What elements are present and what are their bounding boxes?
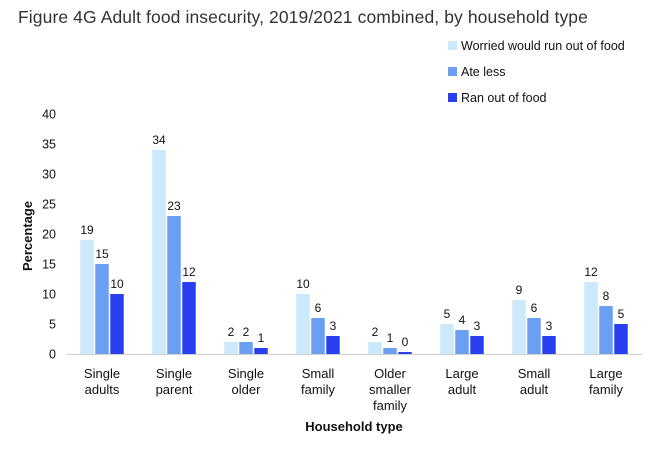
category-label: family bbox=[373, 398, 407, 413]
y-tick-label: 0 bbox=[49, 348, 56, 362]
y-tick-label: 15 bbox=[42, 258, 56, 272]
data-label: 9 bbox=[516, 283, 523, 297]
data-label: 2 bbox=[243, 325, 250, 339]
category-label: family bbox=[301, 382, 335, 397]
y-tick-label: 20 bbox=[42, 228, 56, 242]
legend: Worried would run out of food Ate less Ran… bbox=[448, 39, 625, 105]
bar bbox=[527, 318, 541, 354]
data-label: 5 bbox=[618, 307, 625, 321]
bar bbox=[368, 342, 382, 354]
bar bbox=[95, 264, 109, 354]
data-label: 10 bbox=[110, 277, 124, 291]
category-label: parent bbox=[156, 382, 193, 397]
data-label: 34 bbox=[152, 133, 166, 147]
bar bbox=[254, 348, 268, 354]
data-label: 8 bbox=[603, 289, 610, 303]
bar bbox=[614, 324, 628, 354]
bars bbox=[80, 150, 628, 354]
bar bbox=[512, 300, 526, 354]
data-label: 4 bbox=[459, 313, 466, 327]
data-label: 10 bbox=[296, 277, 310, 291]
data-label: 1 bbox=[387, 331, 394, 345]
legend-label: Ran out of food bbox=[461, 91, 547, 105]
category-label: Large bbox=[589, 366, 622, 381]
category-label: Small bbox=[518, 366, 551, 381]
y-axis-ticks: 0 5 10 15 20 25 30 35 40 bbox=[42, 108, 56, 362]
x-axis-title: Household type bbox=[305, 419, 403, 434]
data-label: 23 bbox=[167, 199, 181, 213]
category-label: adult bbox=[520, 382, 549, 397]
y-tick-label: 40 bbox=[42, 108, 56, 122]
bar bbox=[182, 282, 196, 354]
y-tick-label: 30 bbox=[42, 168, 56, 182]
bar bbox=[599, 306, 613, 354]
legend-swatch bbox=[448, 93, 457, 102]
y-axis-title: Percentage bbox=[20, 201, 35, 271]
category-label: adults bbox=[85, 382, 120, 397]
data-label: 2 bbox=[372, 325, 379, 339]
bar bbox=[326, 336, 340, 354]
bar bbox=[455, 330, 469, 354]
bar bbox=[80, 240, 94, 354]
y-tick-label: 25 bbox=[42, 198, 56, 212]
data-label: 19 bbox=[80, 223, 94, 237]
x-axis-categories: SingleadultsSingleparentSingleolderSmall… bbox=[84, 366, 624, 413]
category-label: Single bbox=[84, 366, 120, 381]
bar bbox=[239, 342, 253, 354]
category-label: smaller bbox=[369, 382, 412, 397]
bar bbox=[167, 216, 181, 354]
data-label: 12 bbox=[182, 265, 196, 279]
data-label: 1 bbox=[258, 331, 265, 345]
bar bbox=[383, 348, 397, 354]
data-label: 15 bbox=[95, 247, 109, 261]
legend-swatch bbox=[448, 67, 457, 76]
category-label: Small bbox=[302, 366, 335, 381]
bar bbox=[440, 324, 454, 354]
bar bbox=[470, 336, 484, 354]
data-label: 3 bbox=[546, 319, 553, 333]
bar bbox=[110, 294, 124, 354]
category-label: family bbox=[589, 382, 623, 397]
bar bbox=[152, 150, 166, 354]
data-label: 12 bbox=[584, 265, 598, 279]
category-label: Single bbox=[228, 366, 264, 381]
chart-title: Figure 4G Adult food insecurity, 2019/20… bbox=[18, 7, 588, 27]
data-label: 2 bbox=[228, 325, 235, 339]
bar bbox=[542, 336, 556, 354]
category-label: adult bbox=[448, 382, 477, 397]
category-label: older bbox=[232, 382, 262, 397]
bar bbox=[296, 294, 310, 354]
legend-swatch bbox=[448, 41, 457, 50]
y-tick-label: 10 bbox=[42, 288, 56, 302]
bar bbox=[398, 352, 412, 354]
legend-label: Worried would run out of food bbox=[461, 39, 625, 53]
y-tick-label: 5 bbox=[49, 318, 56, 332]
data-label: 3 bbox=[330, 319, 337, 333]
bar bbox=[311, 318, 325, 354]
bar bbox=[584, 282, 598, 354]
y-tick-label: 35 bbox=[42, 138, 56, 152]
data-label: 0 bbox=[402, 335, 409, 349]
bar bbox=[224, 342, 238, 354]
legend-label: Ate less bbox=[461, 65, 505, 79]
category-label: Older bbox=[374, 366, 406, 381]
category-label: Single bbox=[156, 366, 192, 381]
category-label: Large bbox=[445, 366, 478, 381]
data-label: 5 bbox=[444, 307, 451, 321]
data-label: 6 bbox=[315, 301, 322, 315]
data-label: 3 bbox=[474, 319, 481, 333]
data-label: 6 bbox=[531, 301, 538, 315]
